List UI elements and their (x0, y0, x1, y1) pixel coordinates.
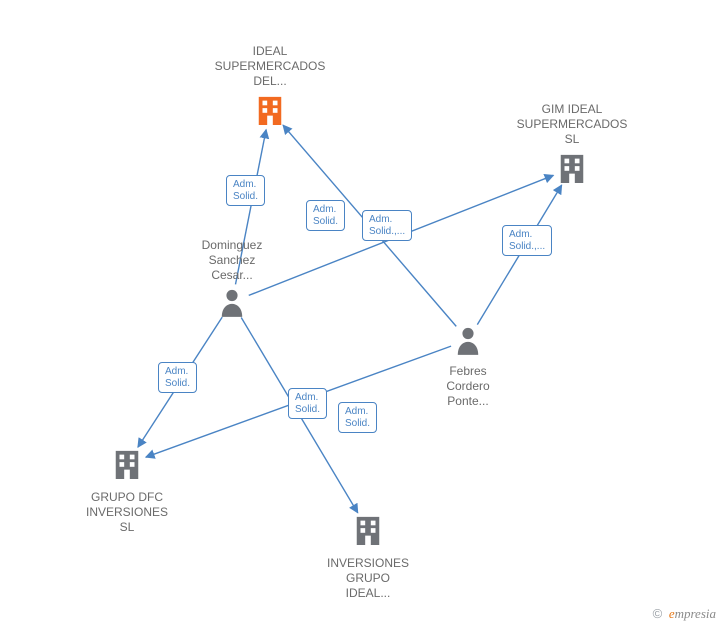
building-highlight-icon (215, 93, 326, 132)
person-icon (446, 325, 489, 360)
edge-label: Adm. Solid.,... (502, 225, 552, 256)
brand-rest: mpresia (675, 606, 716, 621)
building-icon (86, 447, 168, 486)
node-ideal-label: IDEAL SUPERMERCADOS DEL... (215, 44, 326, 89)
edge-label: Adm. Solid. (226, 175, 265, 206)
node-gim[interactable]: GIM IDEAL SUPERMERCADOS SL (517, 102, 628, 190)
node-ideal[interactable]: IDEAL SUPERMERCADOS DEL... (215, 44, 326, 132)
building-icon (327, 513, 409, 552)
node-grupodfc[interactable]: GRUPO DFC INVERSIONES SL (86, 447, 168, 535)
edge-label: Adm. Solid. (306, 200, 345, 231)
watermark: © empresia (653, 606, 716, 622)
edge-label: Adm. Solid.,... (362, 210, 412, 241)
edge-label: Adm. Solid. (338, 402, 377, 433)
node-gim-label: GIM IDEAL SUPERMERCADOS SL (517, 102, 628, 147)
node-febres-label: Febres Cordero Ponte... (446, 364, 489, 409)
node-grupodfc-label: GRUPO DFC INVERSIONES SL (86, 490, 168, 535)
edge-label: Adm. Solid. (158, 362, 197, 393)
edge-label: Adm. Solid. (288, 388, 327, 419)
node-febres[interactable]: Febres Cordero Ponte... (446, 325, 489, 409)
node-inversiones[interactable]: INVERSIONES GRUPO IDEAL... (327, 513, 409, 601)
node-dominguez-label: Dominguez Sanchez Cesar... (202, 238, 263, 283)
person-icon (202, 287, 263, 322)
node-dominguez[interactable]: Dominguez Sanchez Cesar... (202, 238, 263, 322)
copyright-symbol: © (653, 606, 663, 621)
building-icon (517, 151, 628, 190)
node-inversiones-label: INVERSIONES GRUPO IDEAL... (327, 556, 409, 601)
